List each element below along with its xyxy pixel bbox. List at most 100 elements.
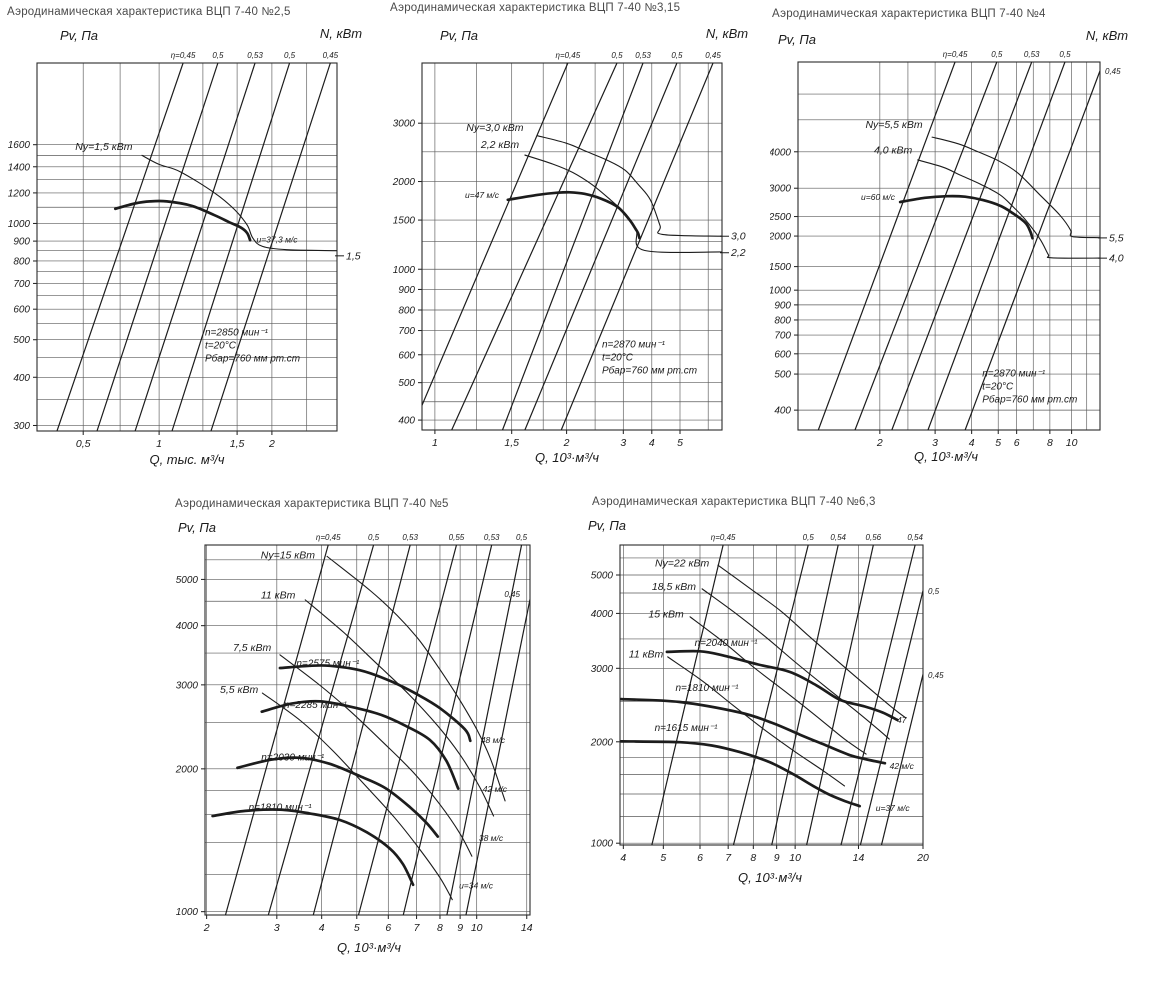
svg-text:6: 6: [697, 852, 703, 864]
svg-text:n=2575 мин⁻¹: n=2575 мин⁻¹: [296, 658, 360, 669]
chart-canvas: 4 5 6 7 8 9 10 14 20 1000 2000 3000 4000 5000 η=0,45 0,…: [588, 518, 944, 885]
axis-headers: Pv, Па N, кВт Q, тыс. м³/ч: [60, 26, 362, 467]
svg-text:600: 600: [774, 349, 791, 360]
svg-text:2000: 2000: [392, 177, 416, 188]
svg-text:38 м/с: 38 м/с: [479, 833, 504, 843]
svg-text:1000: 1000: [591, 839, 614, 850]
svg-text:2: 2: [876, 437, 883, 449]
svg-text:n=2285 мин⁻¹: n=2285 мин⁻¹: [284, 700, 348, 711]
efficiency-line: [171, 63, 291, 431]
axis-ticks: 2 3 4 5 6 8 10 400 500 600 700 800 900 1000 1500 2000 25…: [770, 147, 1078, 449]
svg-text:0,45: 0,45: [705, 51, 721, 60]
chart-title: Аэродинамическая характеристика ВЦП 7-40…: [772, 8, 1046, 20]
svg-text:0,45: 0,45: [928, 671, 944, 680]
svg-text:0,5: 0,5: [516, 533, 528, 542]
y-axis-title: Pv, Па: [60, 28, 98, 43]
plot-frame: [36, 62, 338, 432]
svg-text:5: 5: [995, 437, 1001, 449]
efficiency-labels: η=0,45 0,5 0,53 0,5 0,45: [171, 51, 339, 60]
efficiency-labels: η=0,45 0,5 0,53 0,55 0,53 0,5: [316, 533, 528, 542]
power-curve: [279, 654, 473, 857]
svg-text:1000: 1000: [176, 907, 199, 918]
svg-text:4: 4: [969, 437, 975, 449]
svg-text:1500: 1500: [770, 262, 791, 273]
plot-grid: [620, 545, 923, 845]
svg-text:5: 5: [677, 437, 683, 449]
svg-text:3,0: 3,0: [731, 231, 746, 243]
efficiency-line: [771, 545, 839, 845]
svg-text:7,5 кВт: 7,5 кВт: [233, 642, 271, 654]
svg-text:Ny=5,5 кВт: Ny=5,5 кВт: [865, 119, 922, 131]
svg-text:1000: 1000: [8, 219, 31, 230]
plot-grid: [798, 62, 1100, 430]
svg-text:0,53: 0,53: [247, 51, 263, 60]
svg-text:1,5: 1,5: [346, 250, 361, 262]
svg-text:800: 800: [398, 305, 415, 316]
plot-lines: [56, 63, 337, 431]
x-axis-title: Q, 10³·м³/ч: [914, 449, 978, 464]
svg-text:700: 700: [774, 331, 791, 342]
efficiency-labels: η=0,45 0,5 0,54 0,56 0,54 0,5 0,45: [711, 533, 944, 680]
svg-text:0,5: 0,5: [928, 587, 940, 596]
svg-text:η=0,45: η=0,45: [711, 533, 736, 542]
pressure-curve: [620, 739, 862, 808]
svg-text:η=0,45: η=0,45: [943, 50, 968, 59]
chart-title: Аэродинамическая характеристика ВЦП 7-40…: [7, 6, 291, 18]
svg-text:3000: 3000: [591, 664, 614, 675]
plot-frame: [204, 544, 531, 916]
svg-text:1000: 1000: [770, 286, 791, 297]
plot-grid: [37, 63, 337, 431]
svg-text:0,53: 0,53: [402, 533, 418, 542]
svg-text:48 м/с: 48 м/с: [481, 735, 506, 745]
svg-text:500: 500: [13, 335, 30, 346]
power-curve: [689, 616, 867, 755]
svg-text:3: 3: [274, 922, 280, 934]
efficiency-line: [817, 62, 956, 430]
pressure-curve: [236, 756, 440, 838]
curve-labels: Ny=3,0 кВт 2,2 кВт u=47 м/с 3,0 2,2: [465, 122, 746, 259]
svg-text:0,53: 0,53: [484, 533, 500, 542]
svg-text:400: 400: [774, 406, 791, 417]
axis-ticks: 0,5 1 1,5 2 300 400 500 600 700 800 900 1000 1200 140…: [8, 140, 275, 450]
curve-labels: Ny=22 кВт 18,5 кВт 15 кВт 11 кВт n=2040 мин⁻…: [629, 558, 915, 814]
y-axis-title: Pv, Па: [440, 28, 478, 43]
svg-text:0,54: 0,54: [830, 533, 846, 542]
svg-text:500: 500: [398, 378, 415, 389]
svg-text:0,55: 0,55: [449, 533, 465, 542]
conditions-note: n=2870 мин⁻¹ t=20°C Рбар=760 мм рт.ст: [982, 369, 1077, 406]
svg-text:4: 4: [620, 852, 626, 864]
svg-text:4: 4: [319, 922, 325, 934]
power-curve: [141, 154, 337, 252]
plot-frame: [421, 62, 723, 431]
plot-lines: [620, 545, 923, 845]
svg-text:500: 500: [774, 370, 791, 381]
svg-text:5,5: 5,5: [1109, 232, 1124, 244]
pressure-curve: [278, 664, 472, 743]
svg-text:300: 300: [13, 421, 30, 432]
svg-text:0,5: 0,5: [284, 51, 296, 60]
svg-text:n=1615 мин⁻¹: n=1615 мин⁻¹: [655, 723, 719, 734]
svg-text:1500: 1500: [393, 216, 416, 227]
svg-text:5000: 5000: [591, 571, 614, 582]
svg-text:0,5: 0,5: [368, 533, 380, 542]
svg-text:0,56: 0,56: [866, 533, 882, 542]
chart-title: Аэродинамическая характеристика ВЦП 7-40…: [390, 2, 681, 14]
svg-text:1: 1: [432, 437, 438, 449]
svg-text:9: 9: [457, 922, 463, 934]
svg-text:0,5: 0,5: [1059, 50, 1071, 59]
svg-text:600: 600: [398, 350, 415, 361]
chart-vcp-7-40-no5: Аэродинамическая характеристика ВЦП 7-40…: [140, 490, 580, 982]
svg-text:4: 4: [649, 437, 655, 449]
svg-text:0,53: 0,53: [1024, 50, 1040, 59]
svg-text:0,5: 0,5: [611, 51, 623, 60]
y-axis-title: Pv, Па: [178, 520, 216, 535]
svg-text:7: 7: [725, 852, 732, 864]
svg-text:600: 600: [13, 305, 30, 316]
svg-text:11 кВт: 11 кВт: [261, 589, 296, 601]
curve-labels: Ny=15 кВт 11 кВт 7,5 кВт 5,5 кВт n=2575 мин⁻…: [220, 550, 520, 891]
svg-text:0,5: 0,5: [803, 533, 815, 542]
svg-text:7: 7: [414, 922, 421, 934]
svg-text:4000: 4000: [591, 609, 614, 620]
svg-text:u=37,3 м/с: u=37,3 м/с: [256, 235, 298, 245]
n-axis-title: N, кВт: [706, 26, 748, 41]
